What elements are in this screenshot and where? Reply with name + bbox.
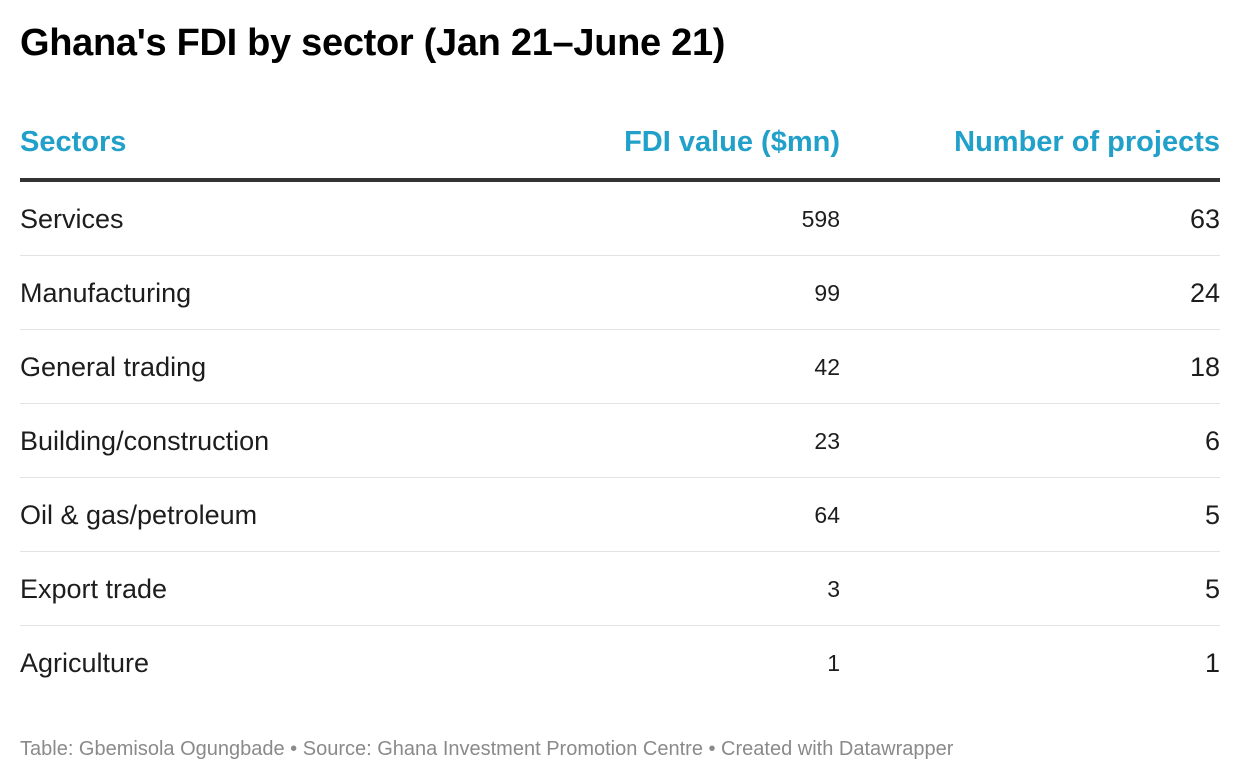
fdi-value-cell: 1	[827, 650, 840, 676]
table-row: General trading 42 18	[20, 330, 1220, 404]
chart-footer: Table: Gbemisola Ogungbade • Source: Gha…	[20, 738, 954, 760]
fdi-value-cell: 42	[814, 354, 840, 380]
sector-cell: Export trade	[20, 574, 168, 604]
sector-cell: Oil & gas/petroleum	[20, 500, 258, 530]
table-row: Services 598 63	[20, 182, 1220, 256]
table-header: Sectors FDI value ($mn) Number of projec…	[20, 118, 1220, 182]
chart-title: Ghana's FDI by sector (Jan 21–June 21)	[20, 22, 726, 64]
sector-cell: Manufacturing	[20, 278, 192, 308]
sector-cell: General trading	[20, 352, 207, 382]
table-row: Agriculture 1 1	[20, 626, 1220, 699]
data-table: Sectors FDI value ($mn) Number of projec…	[20, 118, 1220, 699]
projects-cell: 18	[1189, 352, 1220, 382]
table-row: Building/construction 23 6	[20, 404, 1220, 478]
table-body: Services 598 63 Manufacturing 99 24 General tr…	[20, 182, 1220, 699]
fdi-value-cell: 23	[814, 428, 840, 454]
table-row: Manufacturing 99 24	[20, 256, 1220, 330]
projects-cell: 1	[1204, 648, 1220, 678]
column-header-number-of-projects[interactable]: Number of projects	[954, 126, 1220, 158]
table-row: Export trade 3 5	[20, 552, 1220, 626]
fdi-value-cell: 3	[827, 576, 840, 602]
projects-cell: 63	[1189, 204, 1220, 234]
projects-cell: 6	[1204, 426, 1220, 456]
column-header-fdi-value[interactable]: FDI value ($mn)	[624, 126, 840, 158]
column-header-sectors[interactable]: Sectors	[20, 126, 127, 158]
sector-cell: Building/construction	[20, 426, 270, 456]
fdi-value-cell: 598	[801, 206, 840, 232]
sector-cell: Agriculture	[20, 648, 150, 678]
projects-cell: 24	[1189, 278, 1220, 308]
projects-cell: 5	[1204, 500, 1220, 530]
sector-cell: Services	[20, 204, 124, 234]
fdi-value-cell: 99	[814, 280, 840, 306]
table-row: Oil & gas/petroleum 64 5	[20, 478, 1220, 552]
projects-cell: 5	[1204, 574, 1220, 604]
fdi-value-cell: 64	[814, 502, 840, 528]
